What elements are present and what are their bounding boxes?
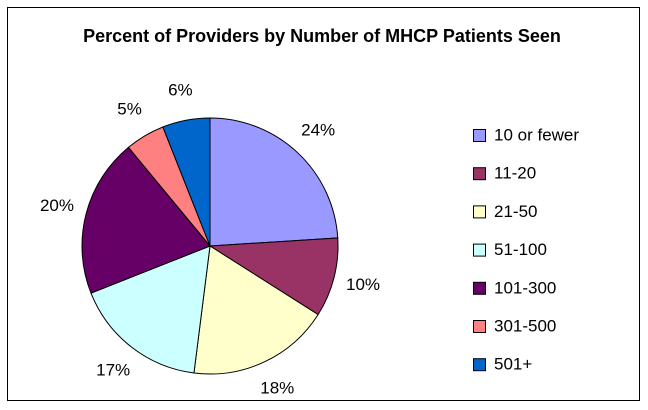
legend-swatch — [473, 205, 486, 219]
legend-label: 51-100 — [494, 240, 547, 259]
legend-label: 101-300 — [494, 278, 556, 297]
legend-swatch — [473, 243, 486, 257]
legend-swatch — [473, 358, 486, 372]
legend-label: 10 or fewer — [494, 125, 579, 144]
legend-label: 11-20 — [494, 164, 536, 183]
pie-slice — [208, 237, 339, 316]
pie-slice — [81, 146, 211, 294]
legend-swatch — [473, 129, 486, 142]
data-label: 20% — [40, 196, 74, 215]
pie-slice — [193, 245, 319, 375]
legend-swatch — [473, 167, 486, 181]
legend-swatch — [473, 320, 486, 333]
data-label: 6% — [168, 80, 193, 99]
legend-label: 21-50 — [494, 202, 537, 221]
pie-slice — [209, 117, 339, 247]
legend-swatch — [473, 281, 486, 295]
pie-slice — [162, 117, 211, 247]
legend-label: 301-500 — [494, 316, 556, 335]
chart-title: Percent of Providers by Number of MHCP P… — [83, 26, 561, 46]
data-label: 10% — [346, 275, 380, 294]
data-label: 5% — [117, 99, 142, 118]
data-label: 17% — [96, 360, 130, 379]
pie-slice — [90, 245, 211, 374]
data-label: 24% — [301, 120, 335, 139]
data-label: 18% — [260, 378, 294, 397]
legend-label: 501+ — [494, 355, 532, 374]
